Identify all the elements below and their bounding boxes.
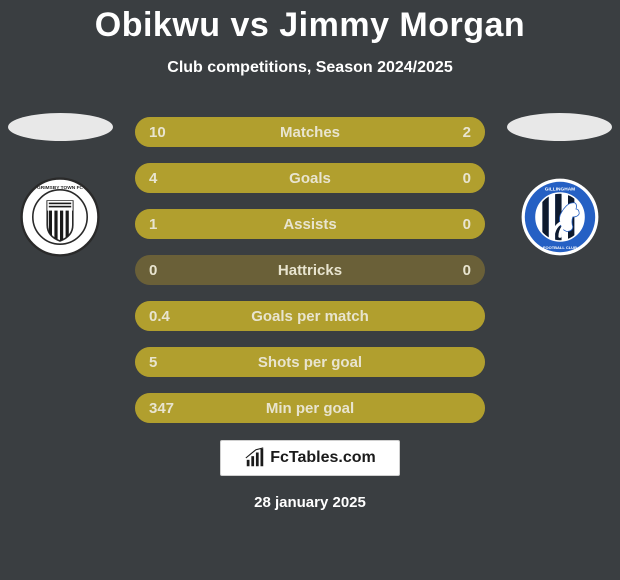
subtitle: Club competitions, Season 2024/2025: [0, 59, 620, 77]
footer-date: 28 january 2025: [0, 494, 620, 511]
svg-text:GRIMSBY TOWN FC: GRIMSBY TOWN FC: [37, 185, 83, 191]
brand-text: FcTables.com: [270, 449, 376, 467]
stat-label: Assists: [283, 216, 336, 233]
page-title: Obikwu vs Jimmy Morgan: [0, 0, 620, 45]
club-crest-left: GRIMSBY TOWN FC: [20, 177, 100, 257]
stat-value-left: 1: [149, 209, 157, 239]
stat-row: 10 2 Matches: [135, 117, 485, 147]
stat-value-left: 347: [149, 393, 174, 423]
stat-row: 5 Shots per goal: [135, 347, 485, 377]
stat-value-left: 0: [149, 255, 157, 285]
stat-value-left: 5: [149, 347, 157, 377]
stat-row: 1 0 Assists: [135, 209, 485, 239]
stat-label: Hattricks: [278, 262, 342, 279]
stat-row: 4 0 Goals: [135, 163, 485, 193]
stat-label: Goals per match: [251, 308, 369, 325]
stat-row: 0 0 Hattricks: [135, 255, 485, 285]
stat-value-left: 4: [149, 163, 157, 193]
stat-rows: 102Matches40Goals10Assists00Hattricks0.4…: [135, 117, 485, 439]
comparison-section: GRIMSBY TOWN FC GILLINGHAM FOOTBALL CLUB: [0, 117, 620, 447]
stat-value-right: 0: [463, 163, 471, 193]
stat-label: Shots per goal: [258, 354, 362, 371]
club-crest-right: GILLINGHAM FOOTBALL CLUB: [520, 177, 600, 257]
stat-label: Min per goal: [266, 400, 354, 417]
stat-value-left: 0.4: [149, 301, 170, 331]
chart-icon: [244, 447, 266, 469]
brand-badge: FcTables.com: [220, 440, 400, 476]
stat-row: 347 Min per goal: [135, 393, 485, 423]
stat-bar-right: [427, 117, 485, 147]
stat-value-left: 10: [149, 117, 166, 147]
player-photo-left-placeholder: [8, 113, 113, 141]
stat-label: Matches: [280, 124, 340, 141]
stat-value-right: 2: [463, 117, 471, 147]
stat-label: Goals: [289, 170, 331, 187]
stat-value-right: 0: [463, 209, 471, 239]
svg-text:FOOTBALL CLUB: FOOTBALL CLUB: [543, 245, 577, 250]
svg-text:GILLINGHAM: GILLINGHAM: [545, 187, 575, 193]
player-photo-right-placeholder: [507, 113, 612, 141]
stat-row: 0.4 Goals per match: [135, 301, 485, 331]
stat-value-right: 0: [463, 255, 471, 285]
